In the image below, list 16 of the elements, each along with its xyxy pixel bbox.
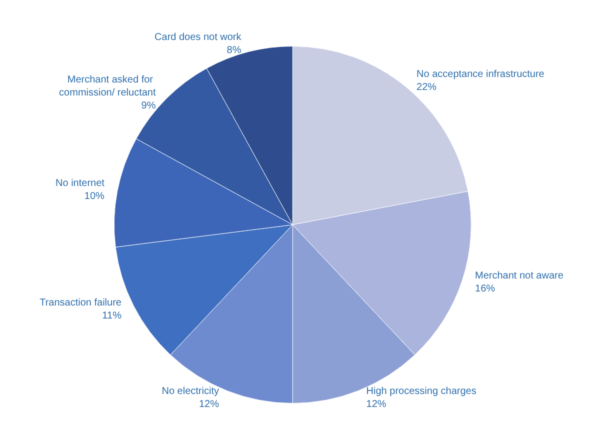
slice-label: Merchant asked for commission/ reluctant [59, 74, 156, 98]
slice-label: Transaction failure [40, 297, 122, 308]
data-label: 11% [102, 310, 122, 322]
slice-label: Merchant not aware [475, 270, 564, 282]
data-label: 12% [198, 399, 220, 410]
slice-label: No electricity [162, 386, 219, 398]
slice-label: No internet [56, 178, 105, 189]
slice-label: High processing charges [366, 386, 476, 398]
slice-label: Card does not work [154, 32, 242, 44]
data-label: 16% [475, 283, 496, 294]
data-label: 12% [366, 399, 386, 410]
slice-label: No acceptance infrastructure [416, 69, 545, 80]
data-label: 10% [84, 190, 105, 202]
data-label: 9% [141, 100, 156, 112]
data-label: 8% [226, 45, 242, 56]
data-label: 22% [416, 82, 437, 94]
